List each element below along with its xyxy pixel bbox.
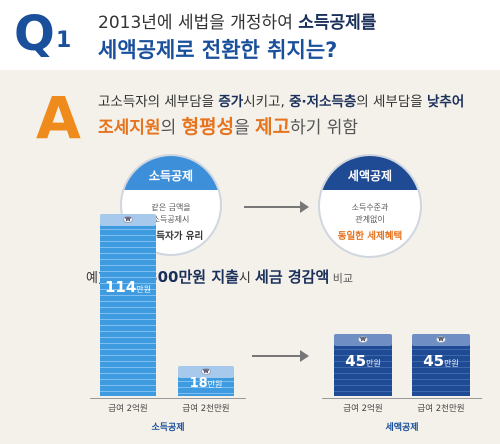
q1-mark: Q 1 xyxy=(14,6,71,62)
answer-line2-c: 형평성 xyxy=(181,116,235,138)
transition-arrow-line xyxy=(244,206,302,208)
baseline-left xyxy=(90,398,246,399)
tax-credit-text1: 소득수준과 xyxy=(351,203,389,212)
won-coin-icon: ₩ xyxy=(201,368,211,375)
coin-stack-value: 18만원 xyxy=(178,376,234,391)
coin-stack-number: 18 xyxy=(189,376,208,391)
coin-stack-number: 114 xyxy=(104,278,137,296)
coin-stack-body xyxy=(178,376,234,396)
answer-line2: 조세지원의 형평성을 제고하기 위함 xyxy=(98,112,358,139)
answer-line1: 고소득자의 세부담을 증가시키고, 중·저소득층의 세부담을 낮추어 xyxy=(98,90,464,110)
income-deduction-text3: 고소득자가 유리 xyxy=(138,231,204,242)
coin-stack-number: 45 xyxy=(423,352,445,370)
group-label-tax-credit: 세액공제 xyxy=(385,423,419,433)
coin-stack-45-high: ₩ 45만원 xyxy=(334,334,392,396)
tax-credit-circle: 세액공제 소득수준과 관계없이 동일한 세제혜택 xyxy=(318,154,422,258)
answer-line1-e: 의 세부담을 xyxy=(356,94,427,110)
example-mid: 시 xyxy=(238,271,256,286)
coin-stack-114: ₩ 114만원 xyxy=(100,214,156,396)
bar-label-1: 급여 2억원 xyxy=(108,404,148,414)
answer-line1-f: 낮추어 xyxy=(426,94,465,110)
coin-stack-number: 45 xyxy=(345,352,367,370)
a-mark: A xyxy=(36,84,81,152)
coin-stack-45-low: ₩ 45만원 xyxy=(412,334,470,396)
coin-stack-unit: 만원 xyxy=(136,285,152,294)
question-line1-text: 2013년에 세법을 개정하여 xyxy=(98,13,299,33)
question-line2: 세액공제로 전환한 취지는? xyxy=(98,38,338,62)
question-line1-bold: 소득공제를 xyxy=(298,13,377,33)
coin-stack-unit: 만원 xyxy=(366,359,381,368)
coin-stack-body xyxy=(100,224,156,396)
answer-line2-d: 을 xyxy=(234,118,256,138)
q-letter: Q xyxy=(14,6,55,62)
coin-stack-value: 114만원 xyxy=(100,278,156,296)
won-coin-icon: ₩ xyxy=(123,216,133,223)
answer-line2-b: 의 xyxy=(160,118,182,138)
question-section: Q 1 2013년에 세법을 개정하여 소득공제를 세액공제로 전환한 취지는? xyxy=(0,0,500,68)
answer-line2-e: 제고 xyxy=(255,116,291,138)
example-amount: 300만원 지출 xyxy=(147,268,239,286)
answer-line1-a: 고소득자의 세부담을 xyxy=(98,94,219,110)
answer-line2-a: 조세지원 xyxy=(98,118,161,138)
coin-stack-value: 45만원 xyxy=(412,352,470,370)
income-deduction-text2: 소득공제시 xyxy=(152,215,190,224)
question-line1: 2013년에 세법을 개정하여 소득공제를 xyxy=(98,8,376,33)
answer-section: A 고소득자의 세부담을 증가시키고, 중·저소득층의 세부담을 낮추어 조세지… xyxy=(0,70,500,444)
answer-line1-b: 증가 xyxy=(218,94,244,110)
bar-label-3: 급여 2억원 xyxy=(343,404,383,414)
example-highlight: 세금 경감액 xyxy=(255,268,330,286)
coin-stack-value: 45만원 xyxy=(334,352,392,370)
answer-line1-c: 시키고, xyxy=(243,94,290,110)
group-label-income-deduction: 소득공제 xyxy=(151,423,185,433)
tax-credit-title: 세액공제 xyxy=(320,156,420,190)
coin-stack-unit: 만원 xyxy=(444,359,459,368)
tax-credit-text3: 동일한 세제혜택 xyxy=(337,231,403,242)
q-number: 1 xyxy=(56,28,72,53)
coin-stack-unit: 만원 xyxy=(207,380,223,389)
example-suffix: 비교 xyxy=(329,272,353,285)
answer-line1-d: 중·저소득층 xyxy=(289,94,357,110)
income-deduction-title: 소득공제 xyxy=(122,156,220,190)
comparison-arrow-line xyxy=(252,355,302,357)
won-coin-icon: ₩ xyxy=(436,336,446,343)
income-deduction-text1: 같은 금액을 xyxy=(151,203,191,212)
baseline-right xyxy=(322,398,482,399)
transition-arrow-icon xyxy=(300,201,309,213)
coin-stack-18: ₩ 18만원 xyxy=(178,366,234,396)
tax-credit-text2: 관계없이 xyxy=(355,215,385,224)
coin-stack-body xyxy=(334,344,392,396)
bar-label-4: 급여 2천만원 xyxy=(417,404,465,414)
answer-line2-f: 하기 위함 xyxy=(290,118,359,138)
coin-stack-body xyxy=(412,344,470,396)
bar-label-2: 급여 2천만원 xyxy=(182,404,230,414)
comparison-arrow-icon xyxy=(300,350,309,362)
won-coin-icon: ₩ xyxy=(358,336,368,343)
